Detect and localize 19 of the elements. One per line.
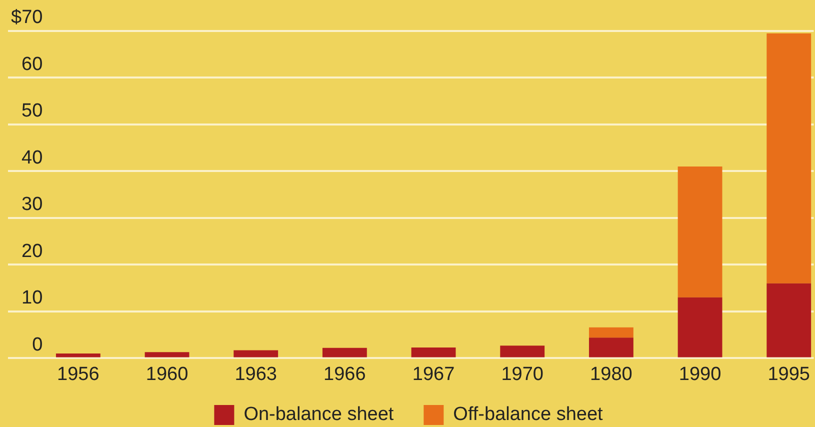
- x-tick-label: 1980: [590, 364, 632, 385]
- y-tick-label: 10: [22, 288, 43, 309]
- x-tick-label: 1956: [57, 364, 100, 385]
- y-tick-label: 60: [22, 54, 43, 75]
- x-tick-label: 1970: [501, 364, 544, 385]
- x-tick-label: 1990: [678, 364, 722, 385]
- x-tick-label: 1967: [412, 364, 455, 385]
- y-tick-label: 30: [22, 194, 43, 216]
- y-tick-label: 20: [22, 240, 43, 262]
- legend-label: Off-balance sheet: [453, 404, 604, 426]
- y-tick-label: 0: [32, 334, 43, 356]
- x-tick-label: 1960: [146, 364, 188, 385]
- x-tick-label: 1995: [768, 364, 810, 385]
- x-tick-label: 1966: [324, 364, 366, 385]
- x-tick-label: 1963: [234, 364, 277, 385]
- legend-label: On-balance sheet: [244, 404, 394, 426]
- y-tick-label: 40: [22, 147, 43, 168]
- y-tick-label: 50: [22, 100, 43, 122]
- y-tick-label: $70: [11, 7, 43, 28]
